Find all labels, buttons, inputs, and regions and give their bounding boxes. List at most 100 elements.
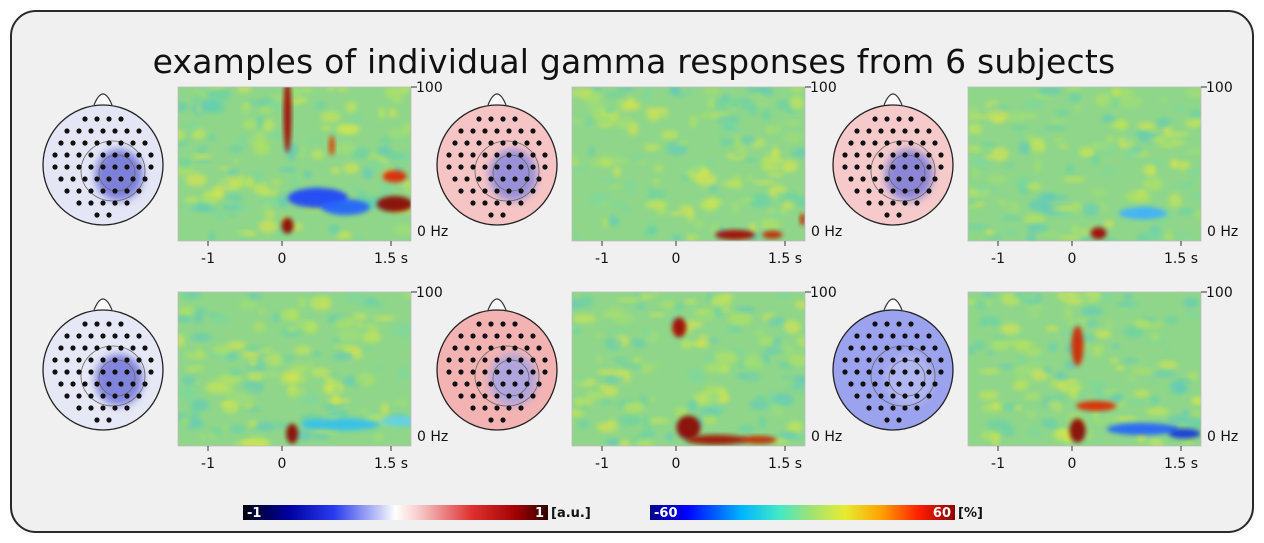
- electrode-dot: [124, 405, 130, 411]
- electrode-dot: [896, 321, 902, 327]
- noise-speckle: [979, 368, 1001, 375]
- electrode-dot: [500, 212, 506, 218]
- noise-speckle: [384, 87, 406, 100]
- noise-speckle: [178, 315, 192, 323]
- noise-speckle: [733, 174, 741, 182]
- noise-speckle: [573, 234, 580, 241]
- noise-speckle: [1043, 124, 1067, 131]
- electrode-dot: [878, 405, 884, 411]
- electrode-dot: [106, 417, 112, 423]
- electrode-dot: [536, 140, 542, 146]
- noise-speckle: [242, 119, 258, 130]
- electrode-dot: [464, 176, 470, 182]
- noise-speckle: [261, 371, 284, 378]
- noise-speckle: [1044, 194, 1069, 201]
- noise-speckle: [335, 142, 357, 154]
- electrode-dot: [938, 357, 944, 363]
- electrode-dot: [64, 393, 70, 399]
- electrode-dot: [500, 176, 506, 182]
- electrode-dot: [70, 381, 76, 387]
- electrode-dot: [866, 393, 872, 399]
- noise-speckle: [1006, 339, 1029, 346]
- noise-speckle: [183, 121, 199, 132]
- electrode-dot: [452, 140, 458, 146]
- noise-speckle: [1064, 308, 1073, 319]
- noise-speckle: [1155, 117, 1172, 127]
- topography-map: [42, 93, 164, 226]
- electrode-dot: [130, 176, 136, 182]
- power-change-blob: [1118, 207, 1167, 220]
- electrode-dot: [902, 333, 908, 339]
- electrode-dot: [76, 164, 82, 170]
- noise-speckle: [178, 158, 192, 169]
- noise-speckle: [1012, 363, 1036, 377]
- noise-speckle: [263, 130, 285, 140]
- electrode-dot: [488, 345, 494, 351]
- electrode-dot: [902, 128, 908, 134]
- electrode-dot: [542, 357, 548, 363]
- electrode-dot: [854, 333, 860, 339]
- noise-speckle: [748, 103, 758, 116]
- noise-speckle: [252, 182, 269, 195]
- noise-speckle: [782, 375, 791, 380]
- spectrogram: 100 0 Hz -1 0 1.5 s: [967, 80, 1238, 267]
- electrode-dot: [854, 357, 860, 363]
- electrode-dot: [458, 188, 464, 194]
- power-change-blob: [376, 196, 411, 213]
- electrode-dot: [494, 152, 500, 158]
- electrode-dot: [112, 164, 118, 170]
- noise-speckle: [227, 212, 237, 218]
- electrode-dot: [530, 393, 536, 399]
- electrode-dot: [82, 176, 88, 182]
- noise-speckle: [1104, 220, 1114, 228]
- noise-speckle: [601, 311, 624, 318]
- electrode-dot: [64, 333, 70, 339]
- noise-speckle: [643, 415, 651, 430]
- noise-speckle: [610, 200, 629, 210]
- noise-speckle: [620, 363, 643, 370]
- noise-speckle: [373, 315, 396, 322]
- nose-outline: [883, 298, 903, 311]
- noise-speckle: [1123, 357, 1142, 364]
- electrode-dot: [536, 176, 542, 182]
- noise-speckle: [648, 187, 655, 201]
- noise-speckle: [1000, 323, 1021, 336]
- electrode-dot: [142, 381, 148, 387]
- electrode-dot: [932, 381, 938, 387]
- noise-speckle: [1037, 87, 1062, 95]
- noise-speckle: [792, 379, 805, 392]
- electrode-dot: [506, 405, 512, 411]
- noise-speckle: [651, 361, 658, 370]
- electrode-dot: [88, 152, 94, 158]
- electrode-dot: [106, 140, 112, 146]
- electrode-dot: [100, 200, 106, 206]
- noise-speckle: [356, 322, 364, 327]
- noise-speckle: [178, 385, 197, 396]
- noise-speckle: [1033, 159, 1042, 174]
- noise-speckle: [1049, 343, 1057, 351]
- noise-speckle: [600, 400, 612, 406]
- electrode-dot: [524, 345, 530, 351]
- noise-speckle: [1024, 213, 1046, 225]
- electrode-dot: [848, 345, 854, 351]
- noise-speckle: [192, 94, 202, 102]
- noise-speckle: [1170, 158, 1178, 168]
- noise-speckle: [763, 165, 780, 172]
- electrode-dot: [88, 357, 94, 363]
- electrode-dot: [136, 164, 142, 170]
- noise-speckle: [767, 151, 781, 156]
- electrode-dot: [908, 345, 914, 351]
- noise-speckle: [758, 336, 773, 346]
- noise-speckle: [239, 439, 256, 446]
- noise-speckle: [215, 210, 227, 222]
- electrode-dot: [464, 345, 470, 351]
- noise-speckle: [1053, 136, 1066, 145]
- noise-speckle: [296, 392, 320, 405]
- spectrogram: 100 0 Hz -1 0 1.5 s: [571, 80, 842, 267]
- contour-line: [474, 345, 540, 407]
- electrode-dot: [136, 393, 142, 399]
- electrode-dot: [914, 200, 920, 206]
- power-change-blob: [676, 415, 701, 440]
- noise-speckle: [606, 215, 620, 227]
- noise-speckle: [1095, 141, 1118, 153]
